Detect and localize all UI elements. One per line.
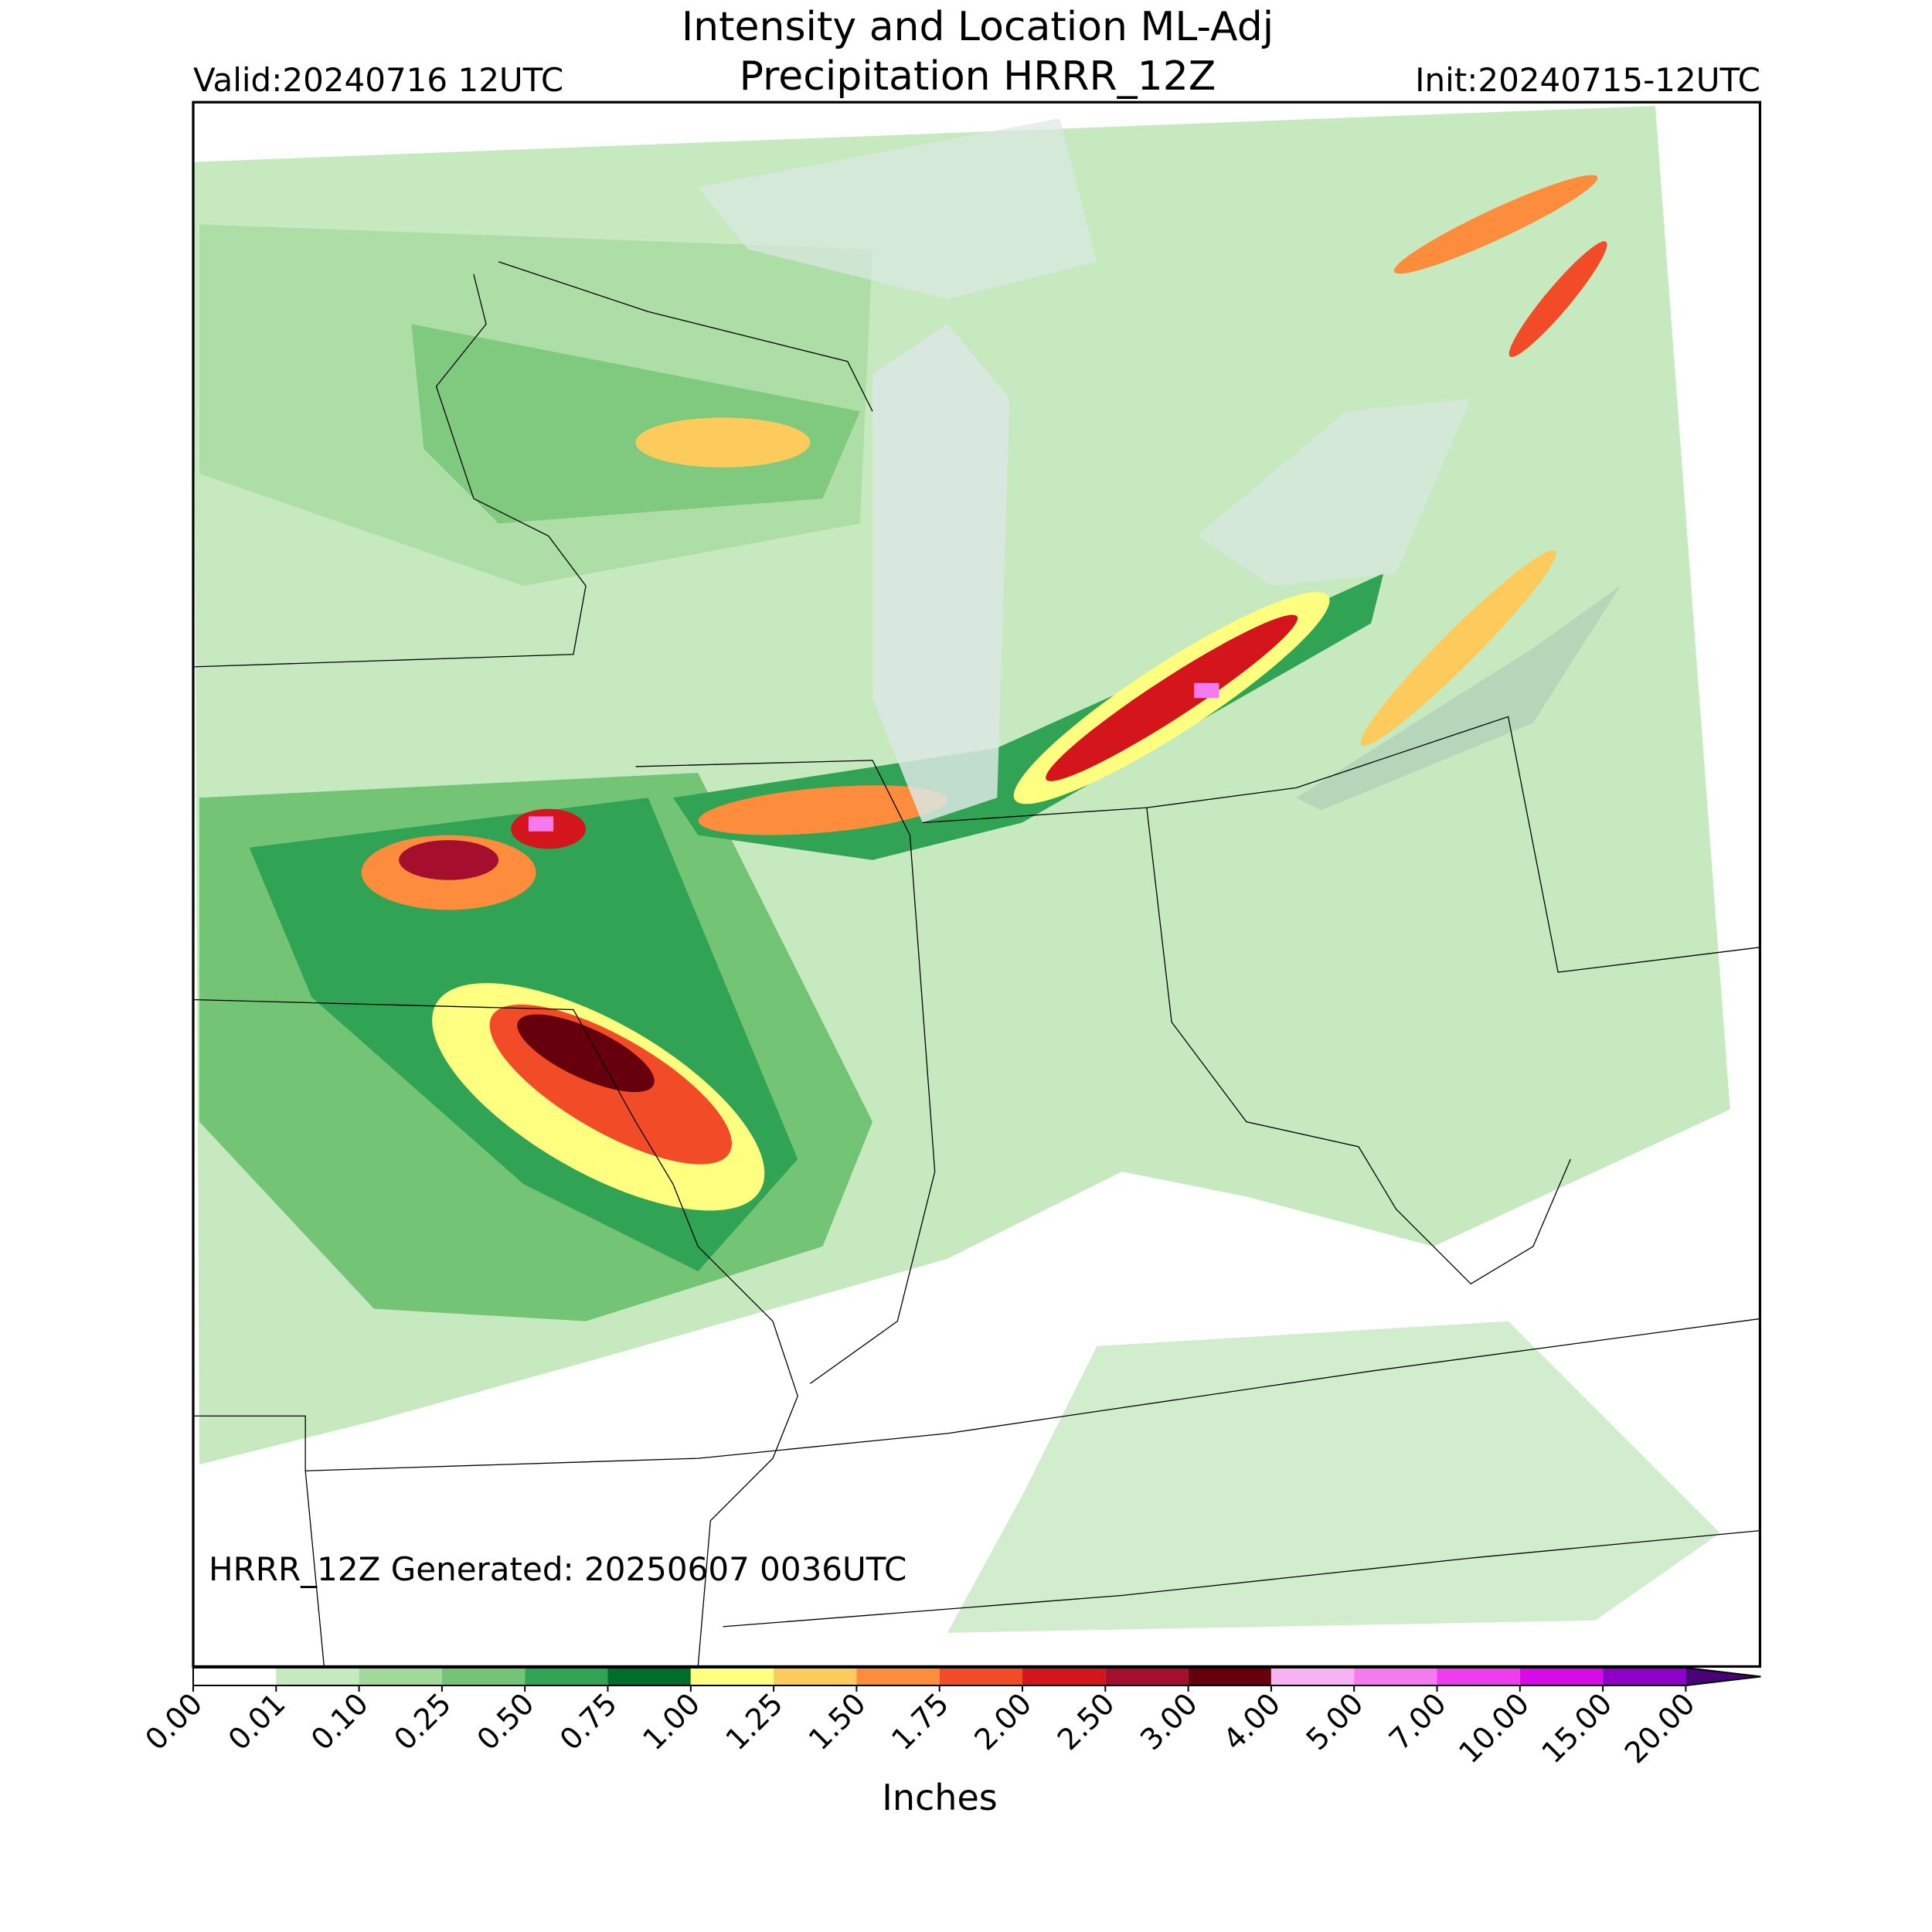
title-line: Precipitation HRRR_12Z (740, 53, 1216, 100)
colorbar-segment (774, 1668, 857, 1685)
colorbar-segment (1437, 1668, 1520, 1685)
precip-area (517, 1014, 655, 1093)
precip-area (698, 785, 947, 835)
colorbar-segment (1354, 1668, 1437, 1685)
colorbar-tick-label: 4.00 (1216, 1686, 1287, 1757)
valid-time: Valid:20240716 12UTC (193, 61, 563, 99)
precip-area (399, 840, 499, 880)
precip-area (411, 324, 860, 524)
colorbar-tick-label: 0.50 (471, 1686, 541, 1757)
colorbar-tick-label: 15.00 (1535, 1686, 1618, 1770)
colorbar-tick-label: 2.50 (1051, 1686, 1121, 1757)
colorbar-segment (1188, 1668, 1271, 1685)
colorbar-tick-label: 0.75 (553, 1686, 624, 1757)
colorbar-tick-label: 5.00 (1300, 1686, 1370, 1757)
generated-note: HRRR_12Z Generated: 20250607 0036UTC (209, 1550, 906, 1588)
precip-area (635, 417, 811, 468)
borders (192, 261, 1760, 1667)
colorbar-segment (1105, 1668, 1189, 1685)
colorbar-frame (192, 1667, 1761, 1686)
colorbar-tick-label: 0.25 (387, 1686, 457, 1757)
colorbar-tick-label: 0.01 (222, 1686, 292, 1757)
colorbar-segment (525, 1668, 608, 1685)
colorbar-tick-label: 0.10 (304, 1686, 375, 1757)
colorbar-tick-label: 1.25 (719, 1686, 790, 1757)
precip-area (947, 1321, 1720, 1633)
colorbar-segment (607, 1668, 691, 1685)
colorbar-segment (690, 1668, 774, 1685)
colorbar-segment (193, 1668, 277, 1685)
colorbar-segment (359, 1668, 442, 1685)
lake (698, 118, 1097, 300)
colorbar-label: Inches (882, 1777, 997, 1818)
colorbar-tick-label: 7.00 (1383, 1686, 1453, 1757)
colorbar-tick-label: 1.75 (885, 1686, 955, 1757)
colorbar-tick-label: 20.00 (1618, 1686, 1702, 1770)
colorbar-tick-label: 1.50 (802, 1686, 872, 1757)
colorbar-tick-label: 2.00 (968, 1686, 1038, 1757)
colorbar-tick-label: 3.00 (1134, 1686, 1204, 1757)
init-time: Init:20240715-12UTC (1415, 61, 1760, 99)
colorbar-segment (1270, 1668, 1355, 1685)
map-frame (192, 100, 1762, 1668)
precip-area (1194, 682, 1219, 699)
colorbar-segment (1022, 1668, 1106, 1685)
precip-area (1509, 241, 1607, 357)
lake (872, 324, 1010, 823)
colorbar-tick-label: 0.00 (138, 1686, 209, 1757)
colorbar-extend (1685, 1668, 1761, 1685)
colorbar-tick-label: 1.00 (636, 1686, 706, 1757)
colorbar-tick-label: 10.00 (1452, 1686, 1536, 1770)
precip-area (1046, 614, 1298, 781)
colorbar-segment (276, 1668, 359, 1685)
colorbar-segment (939, 1668, 1022, 1685)
colorbar-segment (856, 1668, 940, 1685)
colorbar-segment (1603, 1668, 1686, 1685)
precip-area (1360, 550, 1556, 747)
lake (1196, 399, 1471, 587)
map (192, 100, 1762, 1668)
colorbar-segment (441, 1668, 526, 1685)
colorbar-segment (1519, 1668, 1604, 1685)
precip-area (528, 816, 554, 832)
title-line: Intensity and Location ML-Adj (682, 4, 1274, 50)
precip-area (1393, 175, 1598, 274)
lake (1296, 586, 1621, 811)
